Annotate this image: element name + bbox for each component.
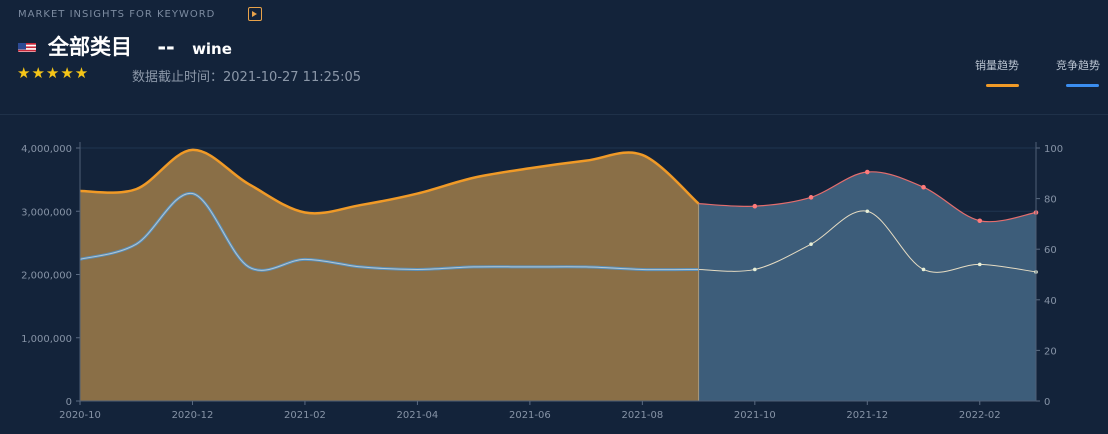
page-title: 全部类目 -- wine	[48, 31, 232, 61]
y-right-tick-label: 60	[1044, 245, 1057, 256]
x-tick-label: 2021-04	[397, 410, 439, 421]
sales-point	[864, 169, 870, 175]
competition-point	[753, 267, 757, 272]
x-tick-label: 2021-02	[284, 410, 326, 421]
kicker-text: MARKET INSIGHTS FOR KEYWORD	[18, 9, 216, 20]
legend-competition-swatch	[1066, 84, 1099, 87]
y-left-tick-label: 4,000,000	[21, 144, 72, 155]
sales-point	[752, 203, 758, 209]
y-right-tick-label: 0	[1044, 397, 1050, 408]
category-label: 全部类目	[48, 35, 132, 59]
x-tick-label: 2020-12	[172, 410, 214, 421]
sales-area-history	[80, 149, 699, 401]
y-right-tick-label: 80	[1044, 195, 1057, 206]
header: MARKET INSIGHTS FOR KEYWORD 全部类目 -- wine…	[0, 0, 1108, 115]
play-icon[interactable]	[248, 7, 262, 21]
title-separator: --	[157, 35, 175, 59]
header-divider	[0, 114, 1108, 115]
sales-area-forecast	[698, 171, 1036, 401]
y-right-tick-label: 100	[1044, 144, 1063, 155]
competition-line-history-highlight	[79, 193, 699, 271]
competition-point	[809, 242, 813, 246]
sales-point	[921, 184, 926, 190]
y-left-tick-label: 0	[66, 397, 72, 408]
y-left-tick-label: 2,000,000	[21, 271, 72, 282]
y-left-tick-label: 1,000,000	[21, 334, 72, 345]
sales-point	[977, 218, 983, 224]
legend-sales-label[interactable]: 销量趋势	[975, 59, 1019, 72]
x-tick-label: 2021-10	[734, 410, 776, 421]
competition-point	[977, 262, 982, 267]
y-right-tick-label: 40	[1044, 296, 1057, 307]
legend-competition-label[interactable]: 竞争趋势	[1056, 59, 1100, 72]
x-tick-label: 2021-08	[621, 410, 663, 421]
x-tick-label: 2022-02	[959, 410, 1001, 421]
x-tick-label: 2021-06	[509, 410, 551, 421]
x-tick-label: 2021-12	[846, 410, 888, 421]
rating-stars: ★★★★★	[17, 64, 90, 82]
us-flag-icon	[18, 40, 36, 52]
keyword-label: wine	[192, 40, 232, 58]
competition-point	[865, 209, 870, 214]
competition-point	[921, 267, 926, 272]
sales-point	[808, 195, 814, 200]
sales-line-history	[79, 148, 700, 215]
y-right-tick-label: 20	[1044, 346, 1057, 357]
update-time: 数据截止时间：2021-10-27 11:25:05	[132, 70, 362, 85]
x-tick-label: 2020-10	[59, 410, 101, 421]
y-left-tick-label: 3,000,000	[21, 207, 72, 218]
legend-sales-swatch	[986, 84, 1019, 87]
